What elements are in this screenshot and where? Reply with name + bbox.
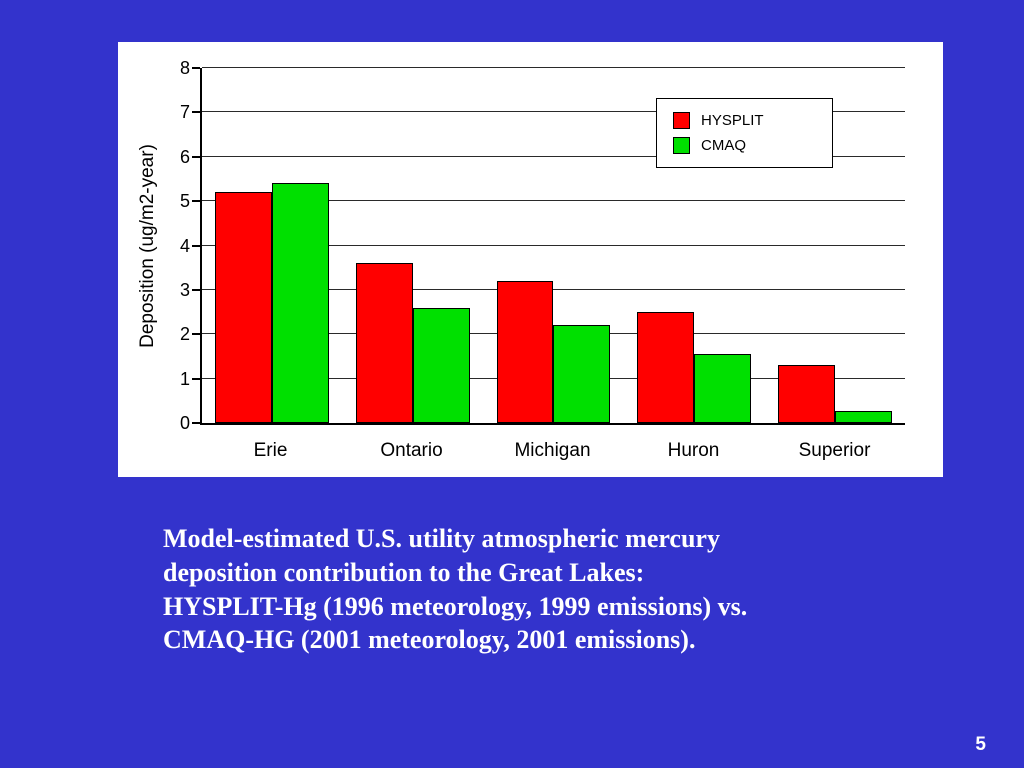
page-number: 5 xyxy=(975,734,986,755)
y-tick-label: 7 xyxy=(179,102,190,123)
gridline xyxy=(202,288,905,290)
legend-label: HYSPLIT xyxy=(701,112,764,129)
bar-groups xyxy=(202,68,905,423)
x-category-label: Huron xyxy=(667,440,720,461)
legend-item-hysplit: HYSPLIT xyxy=(657,108,832,133)
x-category-label: Ontario xyxy=(380,440,443,461)
y-tick-mark xyxy=(192,155,200,158)
chart-panel: Deposition (ug/m2-year) HYSPLIT CMAQ 0 1 2 3… xyxy=(118,42,943,477)
y-tick-label: 3 xyxy=(179,279,190,300)
legend-swatch-icon xyxy=(673,137,690,154)
slide-caption: Model-estimated U.S. utility atmospheric… xyxy=(163,522,893,657)
caption-line: deposition contribution to the Great Lak… xyxy=(163,557,645,587)
y-tick-label: 5 xyxy=(179,191,190,212)
gridline xyxy=(202,111,905,113)
y-axis-title: Deposition (ug/m2-year) xyxy=(137,144,158,348)
y-tick-mark xyxy=(192,200,200,203)
bar-cmaq-huron xyxy=(694,354,752,423)
bar-cmaq-ontario xyxy=(412,307,470,423)
y-tick-label: 8 xyxy=(179,58,190,78)
legend-item-cmaq: CMAQ xyxy=(657,133,832,158)
bar-hysplit-erie xyxy=(215,192,273,423)
x-category-label: Superior xyxy=(798,440,871,461)
y-tick-label: 4 xyxy=(179,235,190,256)
caption-line: HYSPLIT-Hg (1996 meteorology, 1999 emiss… xyxy=(163,591,748,621)
bar-cmaq-erie xyxy=(272,183,330,423)
y-tick-label: 0 xyxy=(179,413,190,433)
y-tick-mark xyxy=(192,111,200,114)
plot-area: HYSPLIT CMAQ 0 1 2 3 4 5 6 7 8 xyxy=(180,59,905,432)
gridline xyxy=(202,244,905,246)
bar-cmaq-michigan xyxy=(553,325,611,423)
x-axis-labels: Erie Ontario Michigan Huron Superior xyxy=(200,440,905,462)
bar-hysplit-huron xyxy=(637,312,695,423)
bar-group-ontario xyxy=(343,68,484,423)
y-tick-mark xyxy=(192,333,200,336)
y-tick-mark xyxy=(192,377,200,380)
caption-line: Model-estimated U.S. utility atmospheric… xyxy=(163,524,720,553)
y-tick-mark xyxy=(192,244,200,247)
y-tick-mark xyxy=(192,67,200,69)
bar-group-superior xyxy=(764,68,905,423)
bar-group-huron xyxy=(624,68,765,423)
x-category-label: Michigan xyxy=(514,440,591,461)
legend-swatch-icon xyxy=(673,112,690,129)
y-tick-label: 6 xyxy=(179,146,190,167)
bar-group-michigan xyxy=(483,68,624,423)
caption-line: CMAQ-HG (2001 meteorology, 2001 emission… xyxy=(163,625,696,655)
bar-hysplit-michigan xyxy=(496,281,554,423)
bar-group-erie xyxy=(202,68,343,423)
legend-label: CMAQ xyxy=(701,137,746,154)
y-tick-mark xyxy=(192,288,200,291)
gridline xyxy=(202,155,905,157)
gridline xyxy=(202,200,905,202)
bar-cmaq-superior xyxy=(834,410,892,423)
y-tick-label: 2 xyxy=(179,324,190,345)
y-tick-mark xyxy=(192,422,200,424)
gridline xyxy=(202,67,905,68)
y-tick-label: 1 xyxy=(179,368,190,389)
bar-hysplit-ontario xyxy=(355,263,413,423)
chart-legend: HYSPLIT CMAQ xyxy=(656,98,833,168)
bar-hysplit-superior xyxy=(777,365,835,423)
x-category-label: Erie xyxy=(253,440,288,461)
